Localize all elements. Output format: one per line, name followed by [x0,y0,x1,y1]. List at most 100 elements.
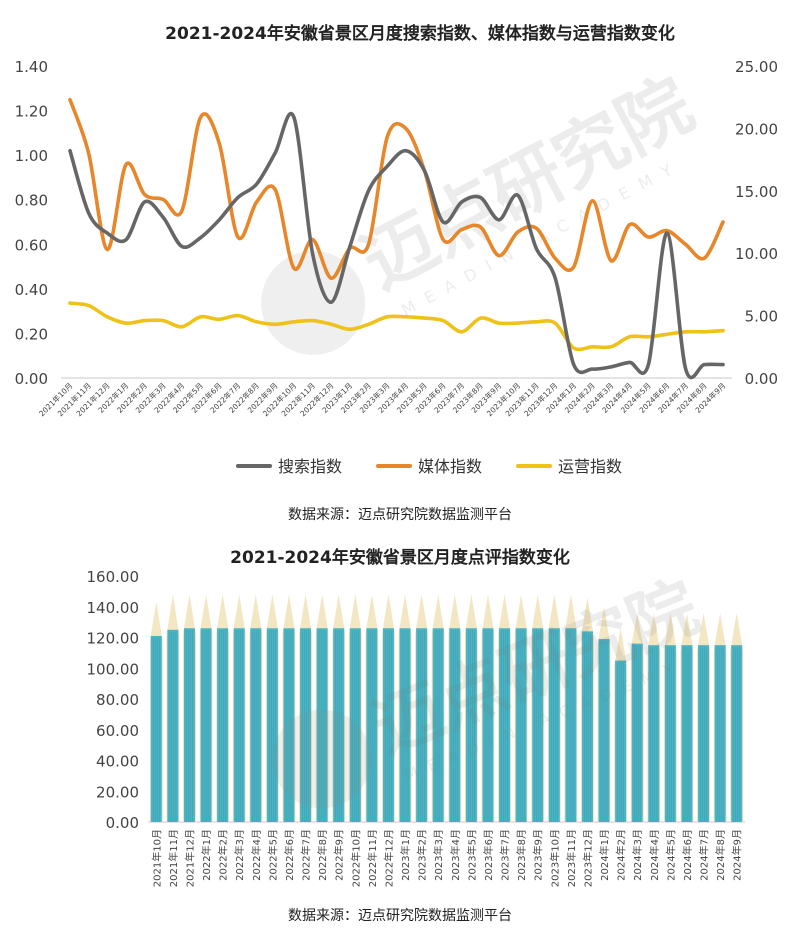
chart2-x-tick-label: 2023年12月 [581,829,594,887]
chart2-x-tick-label: 2022年4月 [250,829,263,881]
chart2-y-tick-label: 100.00 [87,660,140,678]
bar [399,628,411,822]
bar [217,628,229,822]
bar [150,635,162,822]
chart2-x-tick-label: 2022年2月 [217,829,230,881]
bar [731,645,743,822]
legend-label: 媒体指数 [418,457,482,476]
chart2-x-tick-label: 2023年9月 [532,829,545,881]
bar [333,628,345,822]
chart2-x-tick-label: 2024年6月 [681,829,694,881]
chart2-y-tick-label: 120.00 [87,630,140,648]
chart1-right-tick-label: 0.00 [745,370,778,388]
bar [283,628,295,822]
bar [499,628,511,822]
chart1-x-axis: 2021年10月2021年11月2021年12月2022年1月2022年2月20… [36,380,727,418]
chart2-x-tick-label: 2024年7月 [698,829,711,881]
chart1-left-tick-label: 1.40 [15,58,48,76]
bar [482,628,494,822]
chart2-x-tick-label: 2022年3月 [233,829,246,881]
legend-label: 搜索指数 [278,457,342,476]
chart2-series [149,594,744,822]
bar [615,660,627,822]
chart1-series [68,97,725,380]
chart2-y-tick-label: 160.00 [87,568,140,586]
chart2-x-tick-label: 2022年7月 [300,829,313,881]
chart1-left-tick-label: 0.60 [15,236,48,254]
chart2-x-tick-label: 2021年10月 [150,829,163,887]
chart2-x-tick-label: 2022年12月 [382,829,395,887]
bar [349,628,361,822]
chart1-title: 2021-2024年安徽省景区月度搜索指数、媒体指数与运营指数变化 [165,23,675,44]
bar [664,645,676,822]
chart2-x-tick-label: 2023年6月 [482,829,495,881]
series-line-3 [68,301,725,352]
bar [382,628,394,822]
chart2-x-tick-label: 2024年9月 [731,829,744,881]
chart2-x-tick-label: 2021年12月 [183,829,196,887]
bar [515,628,527,822]
chart2-x-tick-label: 2023年10月 [548,829,561,887]
chart2-x-tick-label: 2024年3月 [631,829,644,881]
chart2-x-tick-label: 2022年1月 [200,829,213,881]
bar [681,645,693,822]
chart1-left-tick-label: 1.20 [15,103,48,121]
bar [449,628,461,822]
bar [266,628,278,822]
bar [714,645,726,822]
chart2-x-tick-label: 2024年1月 [598,829,611,881]
chart2-y-axis: 0.00 20.00 40.00 60.00 80.00 100.00 120.00 140.… [87,568,140,832]
bar [581,631,593,822]
chart1-right-tick-label: 10.00 [735,245,778,263]
chart2-x-tick-label: 2024年2月 [615,829,628,881]
bar [698,645,710,822]
chart2-x-tick-label: 2022年6月 [283,829,296,881]
chart2-x-tick-label: 2023年11月 [565,829,578,887]
chart1-right-tick-label: 15.00 [735,183,778,201]
chart2-x-tick-label: 2023年2月 [416,829,429,881]
bar [183,628,195,822]
chart2-x-tick-label: 2022年9月 [333,829,346,881]
bar [366,628,378,822]
chart2-y-tick-label: 60.00 [96,722,139,740]
chart1-left-tick-label: 0.00 [15,370,48,388]
chart2-x-tick-label: 2023年7月 [499,829,512,881]
series-line-2 [68,97,725,280]
chart2-x-tick-label: 2022年11月 [366,829,379,887]
chart2-x-tick-label: 2022年5月 [266,829,279,881]
watermark-logo-icon [272,709,372,809]
chart2-x-tick-label: 2024年8月 [714,829,727,881]
bar [432,628,444,822]
chart2-x-tick-label: 2023年8月 [515,829,528,881]
chart2-y-tick-label: 40.00 [96,753,139,771]
bar [532,628,544,822]
bar [548,628,560,822]
series-line-1 [68,112,725,380]
chart1-right-tick-label: 20.00 [735,120,778,138]
chart1-legend: 搜索指数 媒体指数 运营指数 [236,457,622,476]
chart1-right-tick-label: 5.00 [745,308,778,326]
chart1-right-axis: 0.00 5.00 10.00 15.00 20.00 25.00 [735,58,778,388]
bar [167,629,179,822]
legend-label: 运营指数 [558,457,622,476]
chart2-y-tick-label: 0.00 [106,814,139,832]
bar [416,628,428,822]
chart1-left-tick-label: 0.80 [15,192,48,210]
chart1-left-tick-label: 1.00 [15,147,48,165]
bar [598,639,610,822]
bar [565,628,577,822]
chart1-source: 数据来源：迈点研究院数据监测平台 [288,507,512,523]
chart2-x-axis: 2021年10月 2021年11月 2021年12月 2022年1月 2022年2月 20… [150,829,743,887]
chart1-left-tick-label: 0.20 [15,325,48,343]
bar [648,645,660,822]
chart2-source: 数据来源：迈点研究院数据监测平台 [288,908,512,924]
watermark-logo-icon [261,250,366,355]
bar [300,628,312,822]
chart2-x-tick-label: 2024年4月 [648,829,661,881]
chart2-x-tick-label: 2023年4月 [449,829,462,881]
bar [250,628,262,822]
chart2-x-tick-label: 2022年10月 [349,829,362,887]
chart2-x-tick-label: 2021年11月 [167,829,180,887]
chart2-x-tick-label: 2022年8月 [316,829,329,881]
